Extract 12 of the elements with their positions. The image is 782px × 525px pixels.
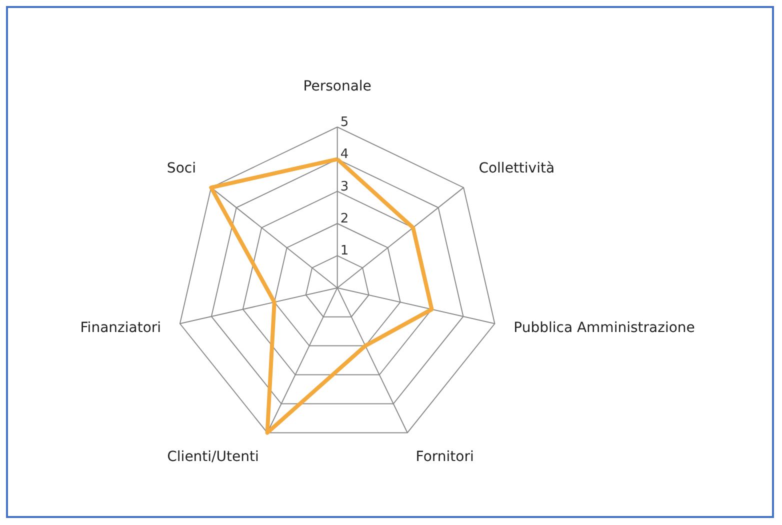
y-tick-label: 3 [340,179,349,194]
spoke-label: Collettività [478,160,555,177]
y-tick-label: 2 [340,212,349,227]
spoke-label: Finanziatori [80,320,162,336]
spoke-label: Pubblica Amministrazione [514,320,695,336]
spoke-label: Personale [303,78,372,95]
y-tick-label: 4 [340,147,349,162]
y-tick-label: 1 [340,244,349,259]
spoke-label: Clienti/Utenti [167,449,259,466]
spoke-label: Fornitori [416,449,474,466]
spoke-label: Soci [166,160,196,177]
y-tick-label: 5 [340,115,349,130]
